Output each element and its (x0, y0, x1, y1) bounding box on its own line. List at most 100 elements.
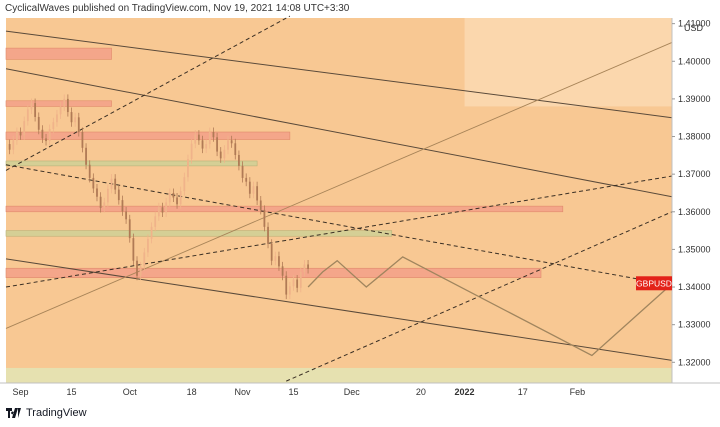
candle (92, 173, 95, 193)
time-tick-label: Dec (344, 387, 361, 397)
candle-body (110, 178, 113, 189)
zone-red-upper[interactable] (5, 47, 112, 60)
candle (172, 188, 175, 203)
candle (256, 181, 259, 206)
candle-body (37, 116, 40, 130)
candle (136, 256, 138, 281)
candle-body (103, 202, 106, 209)
dashed-declining[interactable] (5, 164, 673, 286)
candle-body (48, 129, 51, 142)
price-tag[interactable] (636, 276, 672, 291)
candle-body (157, 207, 160, 217)
candle-body (8, 144, 11, 150)
candle (190, 139, 193, 164)
candle-body (59, 106, 62, 115)
candle-body (168, 192, 171, 203)
candle-body (223, 149, 226, 159)
price-tick-label: 1.38000 (678, 132, 711, 142)
candle (45, 133, 47, 146)
candle-body (238, 154, 240, 166)
zone-red-1390[interactable] (5, 100, 112, 107)
candle (296, 275, 299, 293)
footer-brand: TradingView (26, 407, 87, 419)
candle (248, 177, 251, 199)
candle (216, 132, 218, 157)
candle (16, 127, 18, 145)
time-tick-label: 2022 (455, 387, 475, 397)
candle (56, 109, 58, 127)
dashed-rising-mid[interactable] (5, 175, 673, 288)
candle-body (292, 279, 295, 287)
zone-red-1344[interactable] (5, 267, 542, 278)
candle (37, 112, 40, 135)
candle-body (172, 192, 175, 198)
candle-body (88, 164, 91, 178)
candle-body (99, 196, 102, 209)
footer[interactable]: TradingView (6, 404, 87, 422)
candle (143, 247, 146, 271)
candle (205, 139, 208, 154)
candle (288, 281, 291, 300)
candle-body (41, 129, 44, 139)
candle-body (143, 252, 146, 267)
candle (292, 275, 295, 291)
candle-body (187, 159, 189, 178)
candle (270, 239, 273, 266)
candle (168, 188, 171, 207)
projection-path[interactable] (307, 256, 669, 357)
candle (187, 154, 189, 182)
trendlines[interactable] (5, 15, 673, 382)
candle-body (96, 188, 98, 197)
candle-body (107, 188, 109, 203)
candle (48, 124, 51, 146)
candle (8, 139, 11, 155)
time-axis[interactable]: Sep 15 Oct 18 Nov 15 Dec 20 2022 17 Feb (0, 382, 720, 401)
publisher-header: CyclicalWaves published on TradingView.c… (5, 3, 350, 14)
candle-body (74, 117, 77, 123)
candle (52, 117, 55, 134)
candle-body (281, 266, 284, 276)
candle (34, 98, 37, 122)
candle-body (165, 202, 168, 213)
candle-body (216, 137, 218, 152)
candle-body (241, 165, 244, 178)
time-tick-label: Feb (570, 387, 586, 397)
projection-path-line[interactable] (307, 256, 669, 357)
candle-body (132, 238, 135, 261)
candle (81, 127, 84, 153)
trendline-rising[interactable] (5, 42, 673, 329)
trendline-lower[interactable] (5, 258, 673, 361)
trendline-mid[interactable] (5, 68, 673, 198)
candle-body (230, 140, 233, 144)
candle-body (190, 143, 193, 160)
candle-body (201, 140, 204, 149)
candle (110, 174, 113, 194)
zone-green-1354[interactable] (5, 230, 393, 237)
candle-body (128, 219, 131, 239)
candle-body (259, 200, 262, 210)
candle (12, 135, 15, 155)
candle (63, 94, 66, 111)
zone-green-1373[interactable] (5, 160, 258, 167)
trendline-upper[interactable] (5, 30, 673, 119)
price-tick-label: 1.34000 (678, 282, 711, 292)
candle-body (303, 264, 306, 272)
candle (278, 251, 280, 271)
candle (212, 127, 215, 142)
candle (96, 183, 98, 202)
candle-body (274, 256, 277, 261)
zone-red-1380[interactable] (5, 131, 291, 140)
candle (139, 261, 142, 281)
candle-body (117, 189, 120, 201)
candle (147, 234, 149, 257)
price-tick-label: 1.32000 (678, 357, 711, 367)
future-zone (464, 18, 672, 107)
candle (154, 211, 157, 232)
candle-body (30, 103, 33, 110)
candle (161, 202, 164, 218)
dashed-rising-steep[interactable] (5, 15, 291, 171)
candle-body (252, 186, 255, 194)
price-tick-label: 1.35000 (678, 244, 711, 254)
